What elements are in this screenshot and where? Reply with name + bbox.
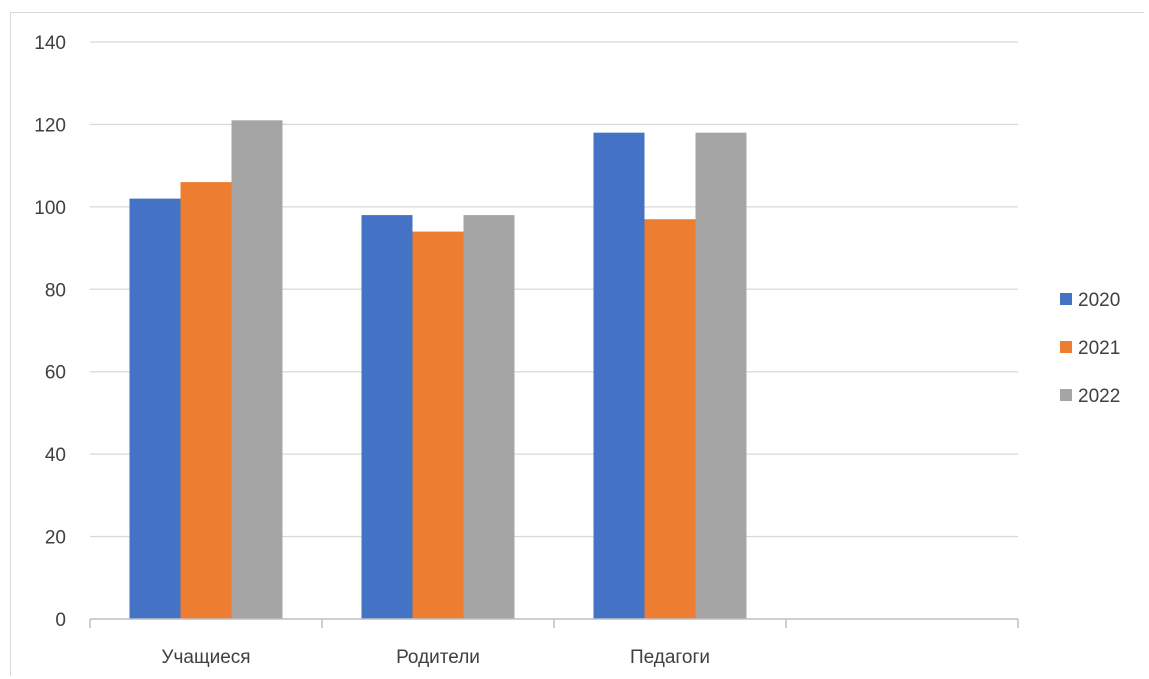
legend-label-2022: 2022 xyxy=(1078,386,1120,407)
y-tick-labels: 0 20 40 60 80 100 120 140 xyxy=(34,33,66,631)
bars xyxy=(129,120,747,620)
y-tick-label: 100 xyxy=(34,198,66,219)
chart-frame xyxy=(10,12,1144,676)
legend-label-2020: 2020 xyxy=(1078,290,1120,311)
bar-2020-0 xyxy=(129,198,181,619)
x-tick-label: Педагоги xyxy=(630,647,710,668)
y-tick-label: 0 xyxy=(55,610,66,631)
legend-label-2021: 2021 xyxy=(1078,338,1120,359)
x-axis xyxy=(89,618,1019,628)
y-tick-label: 20 xyxy=(45,528,66,549)
y-tick-label: 40 xyxy=(45,445,66,466)
bar-2022-1 xyxy=(463,215,515,619)
y-tick-label: 60 xyxy=(45,363,66,384)
x-tick-label: Учащиеся xyxy=(161,647,250,668)
legend: 2020 2021 2022 xyxy=(1060,290,1120,407)
bar-2021-0 xyxy=(180,182,232,619)
y-tick-label: 120 xyxy=(34,115,66,136)
x-tick-label: Родители xyxy=(396,647,480,668)
legend-swatch-2021 xyxy=(1060,341,1072,353)
y-tick-label: 80 xyxy=(45,280,66,301)
bar-2022-2 xyxy=(695,132,747,619)
bar-2020-2 xyxy=(593,132,645,619)
x-tick-labels: Учащиеся Родители Педагоги xyxy=(161,647,710,668)
gridlines xyxy=(90,41,1018,538)
bar-2020-1 xyxy=(361,215,413,619)
bar-2021-2 xyxy=(644,219,696,619)
bar-2021-1 xyxy=(412,231,464,620)
y-tick-label: 140 xyxy=(34,33,66,54)
bar-2022-0 xyxy=(231,120,283,620)
legend-swatch-2020 xyxy=(1060,293,1072,305)
legend-swatch-2022 xyxy=(1060,389,1072,401)
